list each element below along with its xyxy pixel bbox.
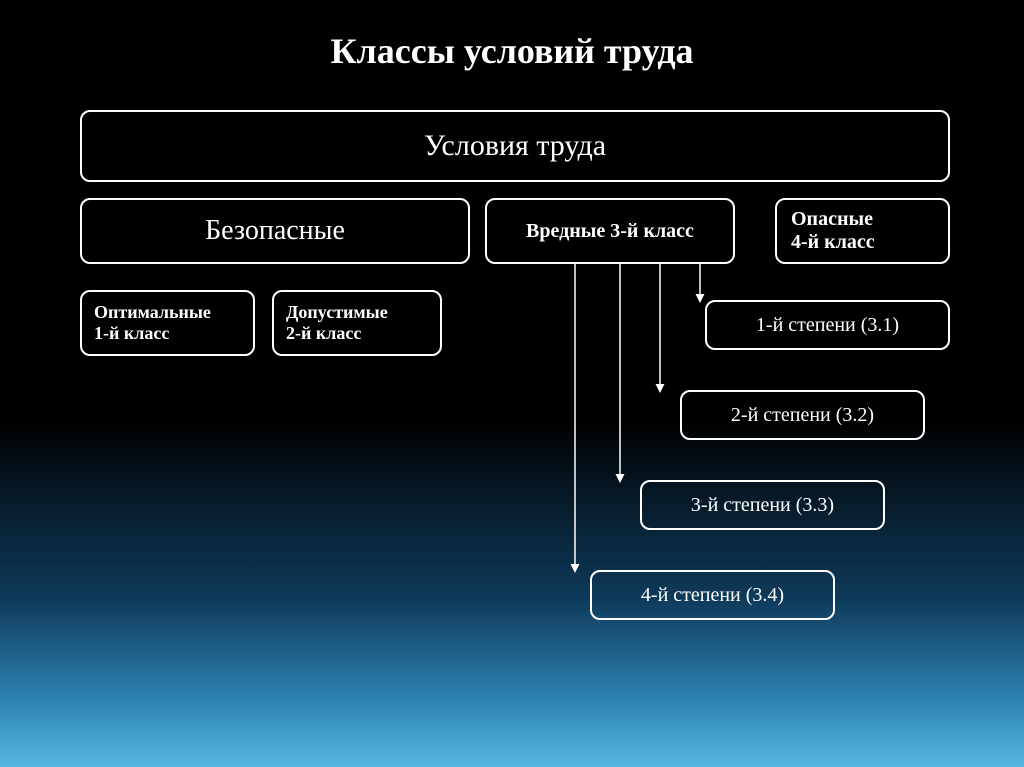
node-label: 4-й степени (3.4): [641, 584, 784, 607]
node-label: Оптимальные 1-й класс: [94, 302, 211, 343]
node-deg2: 2-й степени (3.2): [680, 390, 925, 440]
node-label: Безопасные: [205, 215, 345, 247]
node-label: 1-й степени (3.1): [756, 314, 899, 337]
node-harmful: Вредные 3-й класс: [485, 198, 735, 264]
node-label: 2-й степени (3.2): [731, 404, 874, 427]
node-label: Опасные 4-й класс: [791, 208, 875, 254]
node-safe: Безопасные: [80, 198, 470, 264]
node-label: 3-й степени (3.3): [691, 494, 834, 517]
node-danger: Опасные 4-й класс: [775, 198, 950, 264]
node-deg3: 3-й степени (3.3): [640, 480, 885, 530]
node-root: Условия труда: [80, 110, 950, 182]
node-deg4: 4-й степени (3.4): [590, 570, 835, 620]
node-label: Допустимые 2-й класс: [286, 302, 388, 343]
node-deg1: 1-й степени (3.1): [705, 300, 950, 350]
node-accept: Допустимые 2-й класс: [272, 290, 442, 356]
node-label: Вредные 3-й класс: [526, 220, 694, 243]
page-title: Классы условий труда: [0, 30, 1024, 72]
node-label: Условия труда: [424, 129, 606, 164]
diagram-stage: Классы условий труда Условия труда Безопа…: [0, 0, 1024, 767]
node-optimal: Оптимальные 1-й класс: [80, 290, 255, 356]
